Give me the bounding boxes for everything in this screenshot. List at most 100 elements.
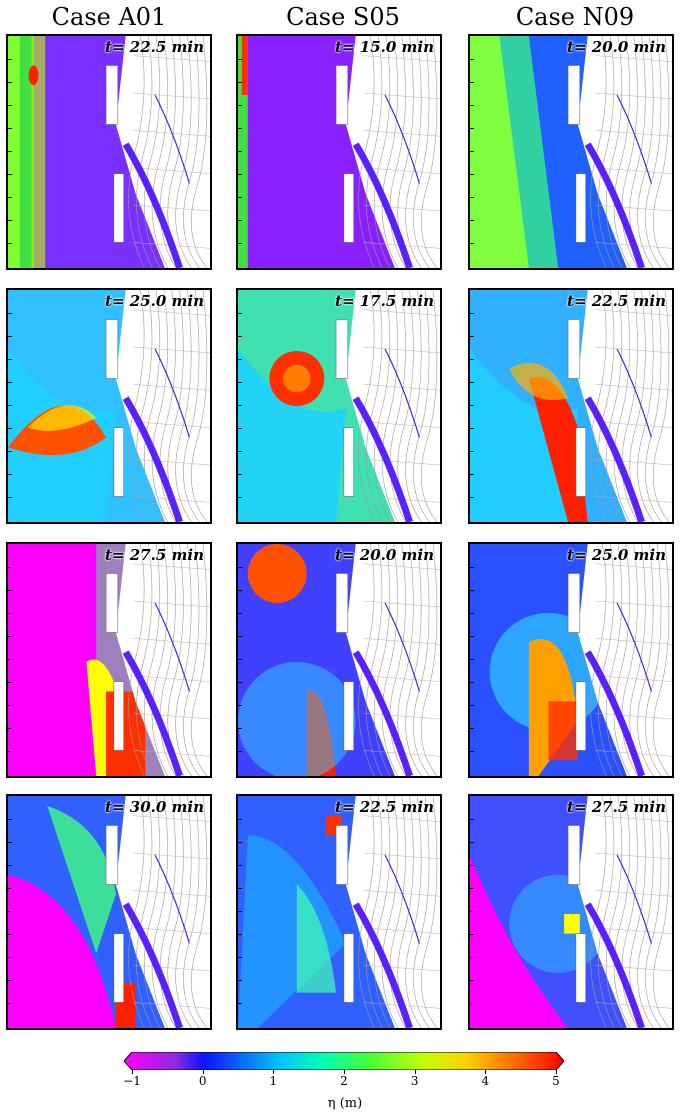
axis-tick — [238, 590, 242, 591]
axis-tick — [470, 819, 474, 820]
eta-field-map — [470, 544, 672, 776]
axis-tick — [238, 865, 242, 866]
axis-tick — [238, 405, 242, 406]
axis-tick — [238, 497, 242, 498]
axis-tick — [8, 842, 12, 843]
axis-tick — [470, 336, 474, 337]
axis-tick — [470, 659, 474, 660]
axis-tick — [470, 888, 474, 889]
axis-tick — [470, 174, 474, 175]
axis-tick — [8, 934, 12, 935]
axis-tick — [470, 590, 474, 591]
map-panel: t= 20.0 min — [468, 34, 674, 270]
axis-tick — [8, 451, 12, 452]
colorbar-tick-label: −1 — [123, 1074, 141, 1088]
eta-field-map — [470, 36, 672, 268]
axis-tick — [238, 888, 242, 889]
axis-tick — [238, 382, 242, 383]
axis-tick — [470, 220, 474, 221]
axis-tick — [8, 682, 12, 683]
column-title-a01: Case A01 — [51, 3, 167, 31]
axis-tick — [238, 728, 242, 729]
axis-tick — [470, 151, 474, 152]
axis-tick — [470, 613, 474, 614]
axis-tick — [238, 819, 242, 820]
axis-tick — [470, 359, 474, 360]
axis-tick — [8, 865, 12, 866]
axis-tick — [8, 636, 12, 637]
map-panel: t= 30.0 min — [6, 794, 212, 1030]
axis-tick — [8, 382, 12, 383]
axis-tick — [8, 980, 12, 981]
axis-tick — [8, 220, 12, 221]
axis-tick — [238, 451, 242, 452]
axis-tick — [8, 313, 12, 314]
axis-tick — [8, 497, 12, 498]
axis-tick — [8, 474, 12, 475]
axis-tick — [238, 957, 242, 958]
time-label: t= 30.0 min — [105, 798, 204, 816]
axis-tick — [238, 567, 242, 568]
axis-tick — [238, 751, 242, 752]
eta-field-map — [238, 290, 440, 522]
time-label: t= 15.0 min — [335, 38, 434, 56]
eta-field-map — [8, 36, 210, 268]
colorbar-title: η (m) — [327, 1096, 363, 1111]
axis-tick — [238, 336, 242, 337]
colorbar-tick-mark — [344, 1070, 345, 1074]
axis-tick — [238, 613, 242, 614]
colorbar-tick-mark — [414, 1070, 416, 1074]
axis-tick — [470, 728, 474, 729]
axis-tick — [8, 174, 12, 175]
axis-tick — [8, 613, 12, 614]
axis-tick — [470, 865, 474, 866]
eta-field-map — [238, 544, 440, 776]
axis-tick — [8, 1003, 12, 1004]
axis-tick — [238, 911, 242, 912]
colorbar-tick-mark — [273, 1070, 275, 1074]
time-label: t= 25.0 min — [105, 292, 204, 310]
axis-tick — [8, 405, 12, 406]
axis-tick — [238, 243, 242, 244]
axis-tick — [8, 336, 12, 337]
axis-tick — [238, 174, 242, 175]
time-label: t= 17.5 min — [335, 292, 434, 310]
eta-field-map — [470, 796, 672, 1028]
time-label: t= 25.0 min — [567, 546, 666, 564]
axis-tick — [8, 590, 12, 591]
axis-tick — [470, 82, 474, 83]
axis-tick — [238, 705, 242, 706]
axis-tick — [238, 220, 242, 221]
axis-tick — [238, 359, 242, 360]
axis-tick — [238, 1003, 242, 1004]
map-panel: t= 22.5 min — [236, 794, 442, 1030]
axis-tick — [470, 911, 474, 912]
time-label: t= 20.0 min — [335, 546, 434, 564]
axis-tick — [238, 474, 242, 475]
axis-tick — [8, 957, 12, 958]
time-label: t= 22.5 min — [105, 38, 204, 56]
axis-tick — [238, 105, 242, 106]
axis-tick — [8, 82, 12, 83]
axis-tick — [8, 359, 12, 360]
axis-tick — [238, 151, 242, 152]
colorbar-tick-label: 0 — [198, 1074, 207, 1088]
axis-tick — [8, 888, 12, 889]
axis-tick — [470, 105, 474, 106]
eta-field-map — [238, 36, 440, 268]
axis-tick — [470, 751, 474, 752]
map-panel: t= 27.5 min — [468, 794, 674, 1030]
eta-field-map — [8, 544, 210, 776]
axis-tick — [238, 659, 242, 660]
axis-tick — [470, 382, 474, 383]
map-panel: t= 22.5 min — [6, 34, 212, 270]
eta-field-map — [470, 290, 672, 522]
colorbar-tick-mark — [556, 1070, 557, 1074]
axis-tick — [470, 128, 474, 129]
axis-tick — [238, 128, 242, 129]
axis-tick — [470, 934, 474, 935]
eta-field-map — [8, 290, 210, 522]
colorbar — [124, 1052, 564, 1070]
axis-tick — [470, 428, 474, 429]
axis-tick — [470, 636, 474, 637]
